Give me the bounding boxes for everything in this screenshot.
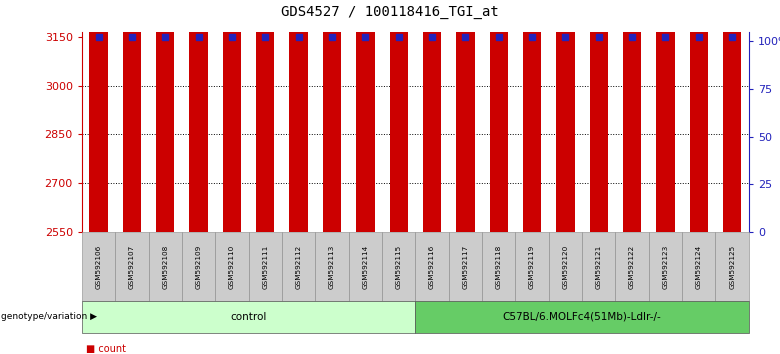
Bar [723,0,741,232]
Text: GSM592124: GSM592124 [696,244,702,289]
Bar [556,0,575,232]
Text: GSM592123: GSM592123 [662,244,668,289]
Text: GSM592110: GSM592110 [229,244,235,289]
Text: GSM592122: GSM592122 [629,244,635,289]
Bar [190,0,207,232]
Text: GSM592113: GSM592113 [329,244,335,289]
Text: GSM592125: GSM592125 [729,244,735,289]
Text: GSM592121: GSM592121 [596,244,601,289]
Text: GDS4527 / 100118416_TGI_at: GDS4527 / 100118416_TGI_at [281,5,499,19]
Text: GSM592115: GSM592115 [395,244,402,289]
Text: GSM592111: GSM592111 [262,244,268,289]
Bar [656,0,675,232]
Text: GSM592120: GSM592120 [562,244,569,289]
Text: GSM592109: GSM592109 [196,244,201,289]
Text: GSM592112: GSM592112 [296,244,302,289]
Bar [122,0,141,232]
Bar [289,0,308,232]
Text: GSM592106: GSM592106 [96,244,101,289]
Text: GSM592114: GSM592114 [363,244,368,289]
Text: control: control [230,312,267,322]
Bar [690,0,708,232]
Bar [356,0,374,232]
Text: genotype/variation ▶: genotype/variation ▶ [1,312,97,321]
Bar [156,0,175,232]
Bar [523,0,541,232]
Text: ■ count: ■ count [86,344,126,354]
Bar [590,0,608,232]
Text: C57BL/6.MOLFc4(51Mb)-Ldlr-/-: C57BL/6.MOLFc4(51Mb)-Ldlr-/- [502,312,661,322]
Bar [90,0,108,232]
Text: GSM592107: GSM592107 [129,244,135,289]
Bar [456,0,474,232]
Text: GSM592119: GSM592119 [529,244,535,289]
Bar [256,0,275,232]
Bar [223,0,241,232]
Text: GSM592117: GSM592117 [463,244,468,289]
Text: GSM592108: GSM592108 [162,244,168,289]
Text: GSM592116: GSM592116 [429,244,435,289]
Bar [323,0,341,232]
Bar [389,0,408,232]
Bar [423,0,441,232]
Bar [490,0,508,232]
Text: GSM592118: GSM592118 [496,244,502,289]
Bar [623,0,641,232]
